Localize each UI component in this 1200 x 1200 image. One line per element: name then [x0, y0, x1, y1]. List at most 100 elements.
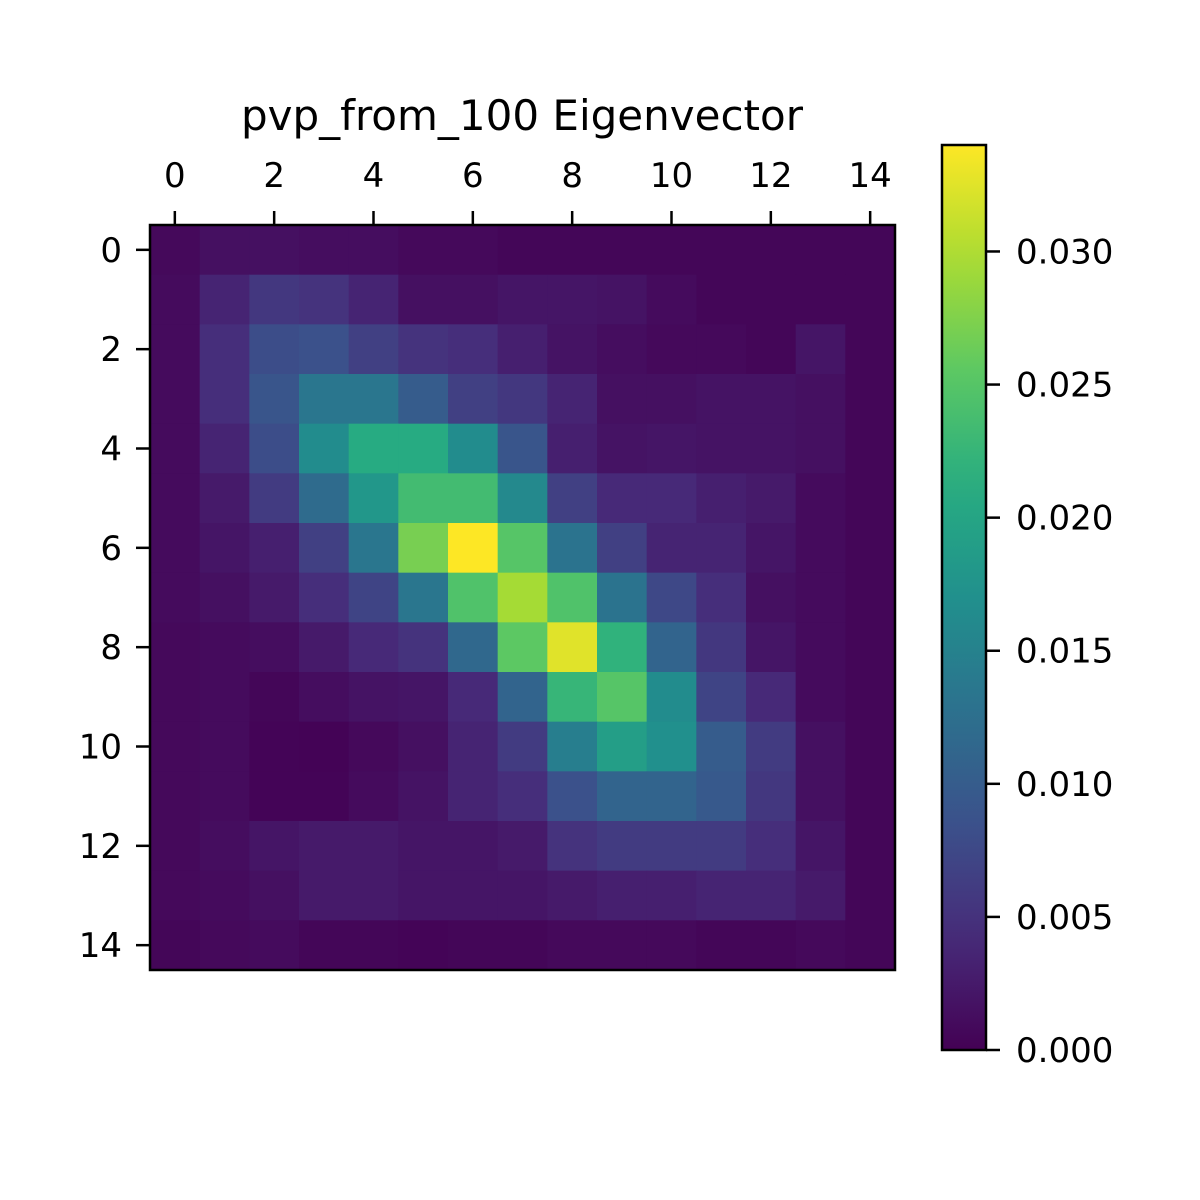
heatmap-cell	[249, 672, 300, 723]
heatmap-cell	[597, 672, 648, 723]
heatmap-cell	[597, 423, 648, 474]
heatmap-cell	[398, 771, 449, 822]
colorbar-tick-label: 0.005	[1016, 898, 1113, 938]
heatmap-cell	[696, 523, 747, 574]
heatmap-cell	[746, 821, 797, 872]
heatmap-cell	[746, 374, 797, 425]
heatmap-cell	[696, 821, 747, 872]
heatmap-cell	[597, 920, 648, 971]
heatmap-cell	[348, 622, 399, 673]
heatmap-cell	[597, 771, 648, 822]
heatmap-cell	[348, 324, 399, 375]
x-tick-label: 8	[561, 156, 583, 196]
heatmap-cell	[845, 672, 896, 723]
heatmap-cell	[845, 622, 896, 673]
heatmap-cell	[448, 721, 499, 772]
heatmap-cell	[497, 721, 548, 772]
heatmap-cell	[746, 721, 797, 772]
heatmap-cell	[547, 870, 598, 921]
heatmap-cell	[547, 423, 598, 474]
heatmap-cell	[696, 473, 747, 524]
heatmap-cell	[249, 622, 300, 673]
heatmap-cell	[199, 225, 250, 276]
heatmap-cell	[597, 523, 648, 574]
heatmap-cell	[597, 622, 648, 673]
heatmap-cell	[795, 324, 846, 375]
heatmap-cell	[249, 920, 300, 971]
heatmap-cell	[448, 274, 499, 325]
heatmap-cell	[199, 473, 250, 524]
heatmap-cell	[497, 920, 548, 971]
heatmap-cell	[448, 821, 499, 872]
heatmap-cell	[249, 324, 300, 375]
heatmap-cell	[299, 821, 350, 872]
heatmap-cell	[150, 721, 201, 772]
heatmap-cell	[299, 771, 350, 822]
y-tick-label: 10	[79, 728, 122, 768]
heatmap-cell	[547, 622, 598, 673]
x-tick-label: 14	[849, 156, 892, 196]
heatmap-cell	[696, 225, 747, 276]
heatmap-cell	[795, 721, 846, 772]
heatmap-cell	[150, 324, 201, 375]
heatmap-cell	[497, 374, 548, 425]
heatmap-cell	[299, 721, 350, 772]
heatmap-cell	[150, 821, 201, 872]
x-tick-label: 10	[650, 156, 693, 196]
colorbar-tick-label: 0.000	[1016, 1031, 1113, 1071]
heatmap-cell	[696, 423, 747, 474]
heatmap-cell	[845, 920, 896, 971]
heatmap-cell	[249, 473, 300, 524]
heatmap-cell	[646, 324, 697, 375]
heatmap-cell	[150, 225, 201, 276]
heatmap-cell	[199, 523, 250, 574]
heatmap-cell	[597, 572, 648, 623]
heatmap-cell	[249, 374, 300, 425]
heatmap-cell	[845, 821, 896, 872]
heatmap-cell	[448, 771, 499, 822]
heatmap-cell	[696, 870, 747, 921]
heatmap-cell	[497, 572, 548, 623]
heatmap-cell	[746, 771, 797, 822]
heatmap-cell	[199, 274, 250, 325]
chart-title: pvp_from_100 Eigenvector	[241, 91, 804, 140]
heatmap-cell	[497, 324, 548, 375]
heatmap-cell	[398, 821, 449, 872]
heatmap-cell	[249, 771, 300, 822]
x-tick-label: 2	[263, 156, 285, 196]
heatmap-cell	[746, 572, 797, 623]
colorbar-tick-label: 0.010	[1016, 765, 1113, 805]
heatmap-cell	[696, 572, 747, 623]
heatmap-cell	[348, 771, 399, 822]
heatmap-cell	[795, 374, 846, 425]
heatmap-cell	[299, 572, 350, 623]
y-tick-label: 12	[79, 827, 122, 867]
y-axis-ticks: 0 2 4 6 8 10 12 14	[79, 231, 150, 966]
heatmap-cell	[547, 473, 598, 524]
heatmap-cell	[348, 374, 399, 425]
y-tick-label: 6	[100, 529, 122, 569]
heatmap-cell	[398, 721, 449, 772]
heatmap-cell	[497, 423, 548, 474]
heatmap-cell	[348, 821, 399, 872]
heatmap-cell	[497, 771, 548, 822]
heatmap-cell	[398, 324, 449, 375]
x-tick-label: 6	[462, 156, 484, 196]
heatmap-cell	[348, 473, 399, 524]
heatmap-cell	[845, 870, 896, 921]
heatmap-cell	[696, 324, 747, 375]
heatmap-cell	[299, 374, 350, 425]
heatmap-cell	[597, 870, 648, 921]
heatmap-cell	[448, 572, 499, 623]
heatmap-cell	[746, 324, 797, 375]
heatmap-cell	[646, 672, 697, 723]
heatmap-cell	[150, 920, 201, 971]
heatmap-cell	[597, 374, 648, 425]
heatmap-cell	[299, 423, 350, 474]
heatmap-cell	[845, 473, 896, 524]
x-tick-label: 4	[363, 156, 385, 196]
heatmap-cell	[696, 672, 747, 723]
heatmap-cell	[348, 920, 399, 971]
heatmap-cell	[497, 274, 548, 325]
heatmap-cell	[845, 225, 896, 276]
